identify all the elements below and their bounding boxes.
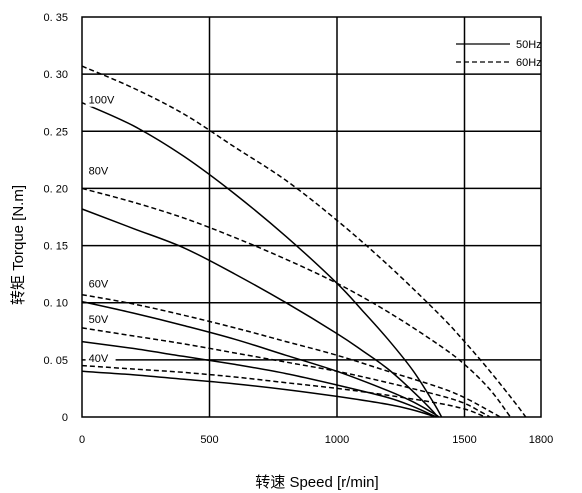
x-tick-label: 1000 <box>325 434 349 446</box>
series-40v-60hz <box>81 364 486 418</box>
series-60v-50hz <box>81 300 440 418</box>
series-80v-50hz <box>81 208 438 418</box>
y-tick-label: 0 <box>62 412 68 424</box>
y-tick-label: 0. 20 <box>44 183 68 195</box>
tick-labels: 0 0. 05 0. 10 0. 15 0. 20 0. 25 0. 30 0. 35 0 500… <box>44 12 554 446</box>
series-60v-60hz <box>81 293 501 418</box>
series-lines <box>81 65 527 418</box>
series-100v-50hz <box>81 102 443 418</box>
y-tick-label: 0. 35 <box>44 12 68 24</box>
series-50v-50hz <box>81 340 437 418</box>
x-tick-label: 500 <box>200 434 218 446</box>
legend: 50Hz 60Hz <box>456 39 542 69</box>
x-axis-title: 转速 Speed [r/min] <box>255 474 378 491</box>
x-tick-label: 1800 <box>529 434 553 446</box>
series-40v-50hz <box>81 370 435 418</box>
voltage-label-bg <box>85 163 116 178</box>
legend-label: 50Hz <box>516 39 542 51</box>
y-tick-label: 0. 05 <box>44 355 68 367</box>
series-100v-60hz <box>81 65 527 418</box>
x-tick-label: 1500 <box>452 434 476 446</box>
y-tick-label: 0. 10 <box>44 298 68 310</box>
voltage-label: 60V <box>89 279 109 291</box>
series-80v-60hz <box>81 187 512 418</box>
voltage-label: 100V <box>89 95 115 107</box>
voltage-label-bg <box>85 312 116 327</box>
y-tick-label: 0. 15 <box>44 241 68 253</box>
voltage-label-bg <box>85 92 116 107</box>
plot-frame <box>81 16 542 418</box>
voltage-label: 80V <box>89 166 109 178</box>
y-axis-title: 转矩 Torque [N.m] <box>10 185 27 305</box>
voltage-label-bg <box>85 351 116 365</box>
series-50v-60hz <box>81 327 491 418</box>
voltage-label: 40V <box>89 353 109 365</box>
voltage-labels: 100V 80V 60V 50V 40V <box>85 92 116 365</box>
grid <box>81 16 542 418</box>
voltage-label: 50V <box>89 314 109 326</box>
legend-label: 60Hz <box>516 57 542 69</box>
y-tick-label: 0. 25 <box>44 126 68 138</box>
x-tick-label: 0 <box>79 434 85 446</box>
y-tick-label: 0. 30 <box>44 69 68 81</box>
voltage-label-bg <box>85 276 116 291</box>
